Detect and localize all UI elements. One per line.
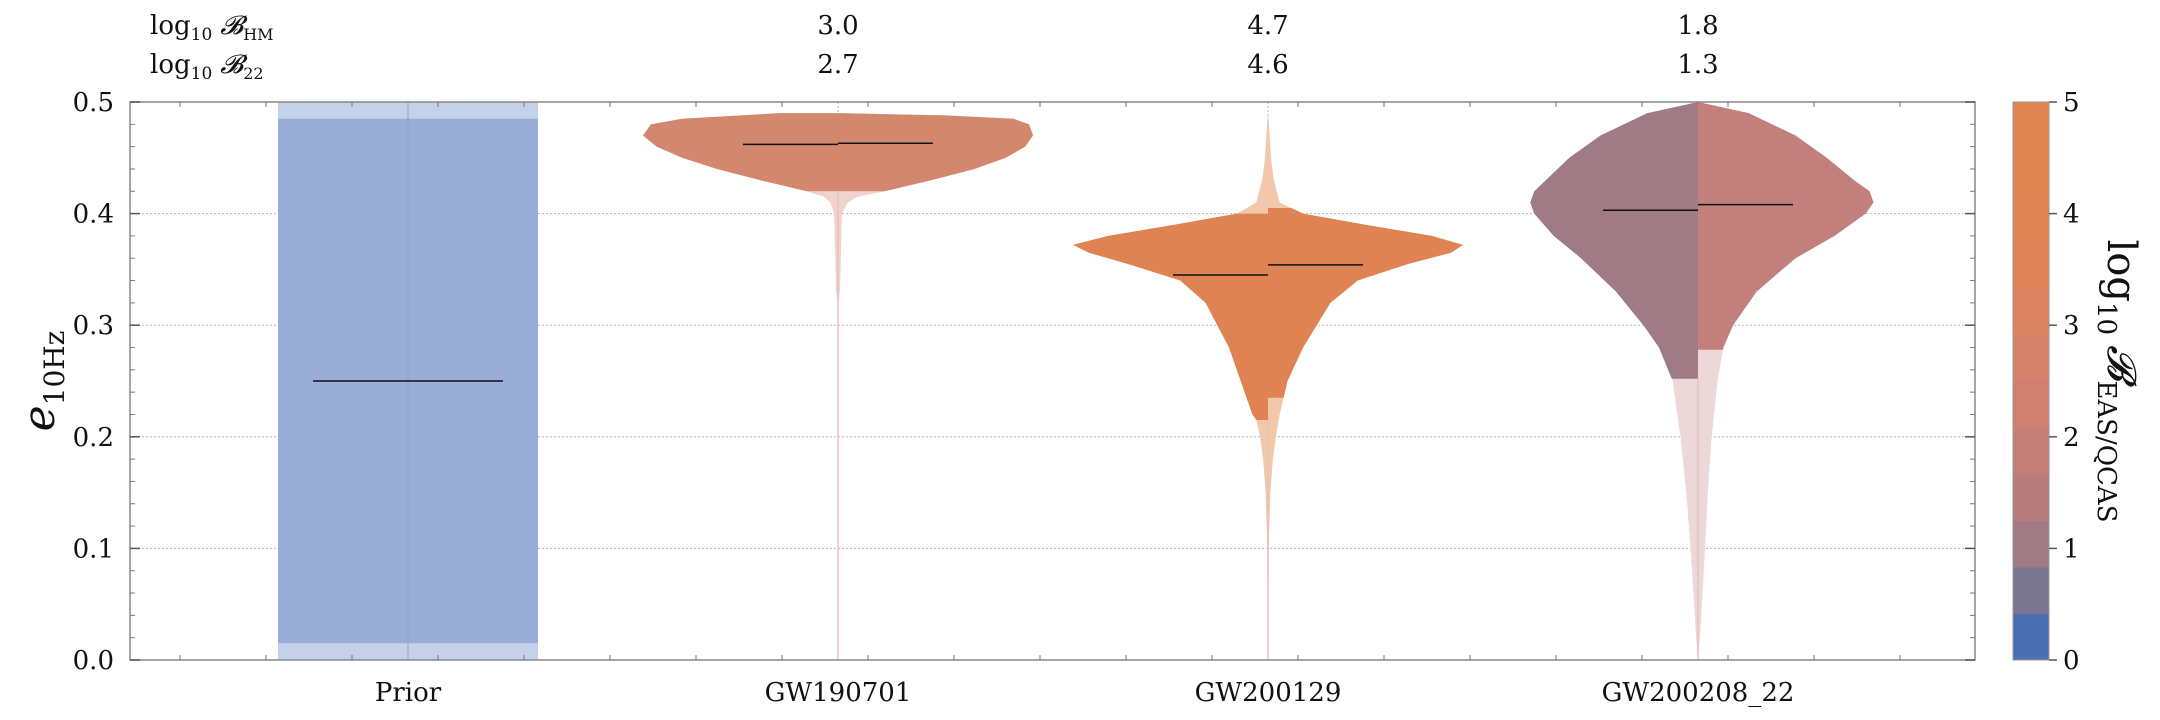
colorbar-tick-label-0: 0 <box>2063 646 2080 676</box>
x-tick-label-0: Prior <box>375 678 442 708</box>
y-tick-label-1: 0.1 <box>73 534 114 564</box>
bf-row-label-0: log10 𝓑HM <box>150 11 274 45</box>
colorbar-segment-5 <box>2013 381 2049 428</box>
violin-Prior <box>278 102 538 660</box>
bf-value-1-2: 4.6 <box>1247 50 1288 80</box>
colorbar-tick-label-3: 3 <box>2063 311 2080 341</box>
colorbar-segment-7 <box>2013 288 2049 335</box>
axes-layer <box>129 101 1976 661</box>
colorbar-label-log: log <box>2098 240 2144 302</box>
colorbar-segment-6 <box>2013 334 2049 382</box>
colorbar-tick-label-4: 4 <box>2063 200 2080 230</box>
y-axis-label-subscript: 10Hz <box>38 331 71 406</box>
plot-frame <box>129 101 1976 661</box>
violin-GW200208_22 <box>1530 102 1874 660</box>
violin-outer-left-GW190701 <box>643 113 838 660</box>
colorbar-segment-11 <box>2013 102 2049 149</box>
colorbar-label-symbol-sub: EAS/QCAS <box>2091 380 2121 522</box>
violin-outer-left-GW200129 <box>1073 113 1268 660</box>
violin-GW200129 <box>1073 113 1463 660</box>
colorbar-segment-10 <box>2013 148 2049 196</box>
violin-inner-left-GW200208_22 <box>1530 102 1698 379</box>
bf-value-1-1: 2.7 <box>817 50 858 80</box>
violin-layer <box>278 102 1874 660</box>
x-tick-label-2: GW200129 <box>1195 678 1342 708</box>
bf-row-symbol-sub: HM <box>243 25 273 44</box>
bf-row-log: log <box>150 11 191 41</box>
violin-GW190701 <box>643 102 1033 660</box>
labels-layer: 0.0 0.1 0.2 0.3 0.4 0.5 Prior GW190701 GW200129 G… <box>14 11 1794 708</box>
violin-inner-left-GW200129 <box>1073 213 1268 421</box>
bf-value-0-3: 1.8 <box>1677 11 1718 41</box>
colorbar-segment-8 <box>2013 241 2049 289</box>
y-axis-label-symbol: e <box>14 405 65 431</box>
colorbar-tick-label-1: 1 <box>2063 534 2080 564</box>
bf-row-label-1: log10 𝓑22 <box>150 50 264 84</box>
colorbar-segment-0 <box>2013 613 2049 661</box>
x-tick-label-1: GW190701 <box>765 678 912 708</box>
violin-inner-right-GW200129 <box>1268 208 1463 398</box>
violin-outer-right-GW190701 <box>838 113 1033 660</box>
colorbar-segment-1 <box>2013 567 2049 614</box>
bf-row-log: log <box>150 50 191 80</box>
bf-row-log-base: 10 <box>191 25 213 45</box>
x-tick-label-3: GW200208_22 <box>1602 678 1795 708</box>
violin-inner-right-GW200208_22 <box>1698 102 1874 350</box>
colorbar-segment-3 <box>2013 474 2049 521</box>
y-tick-label-0: 0.0 <box>73 646 114 676</box>
colorbar-label-log-base: 10 <box>2091 302 2121 335</box>
violin-inner-right-GW190701 <box>838 102 1033 192</box>
colorbar: 0 1 2 3 4 5 log10𝓑EAS/QCAS <box>2012 88 2144 676</box>
y-tick-label-4: 0.4 <box>73 200 114 230</box>
bf-row-symbol-sub: 22 <box>243 64 263 83</box>
bf-value-0-2: 4.7 <box>1247 11 1288 41</box>
bf-value-0-1: 3.0 <box>817 11 858 41</box>
bf-value-1-3: 1.3 <box>1677 50 1718 80</box>
colorbar-frame <box>2012 101 2050 661</box>
colorbar-tick-label-2: 2 <box>2063 423 2080 453</box>
colorbar-segment-9 <box>2013 195 2049 242</box>
colorbar-segment-2 <box>2013 520 2049 568</box>
colorbar-tick-label-5: 5 <box>2063 88 2080 118</box>
y-tick-label-2: 0.2 <box>73 423 114 453</box>
y-tick-label-3: 0.3 <box>73 311 114 341</box>
violin-outer-right-GW200129 <box>1268 113 1463 660</box>
violin-inner-left-GW190701 <box>643 102 838 192</box>
colorbar-label: log10𝓑EAS/QCAS <box>2091 240 2144 523</box>
bf-row-log-base: 10 <box>191 64 213 84</box>
y-axis-label: e10Hz <box>14 331 71 432</box>
y-tick-label-5: 0.5 <box>73 88 114 118</box>
colorbar-segment-4 <box>2013 427 2049 475</box>
